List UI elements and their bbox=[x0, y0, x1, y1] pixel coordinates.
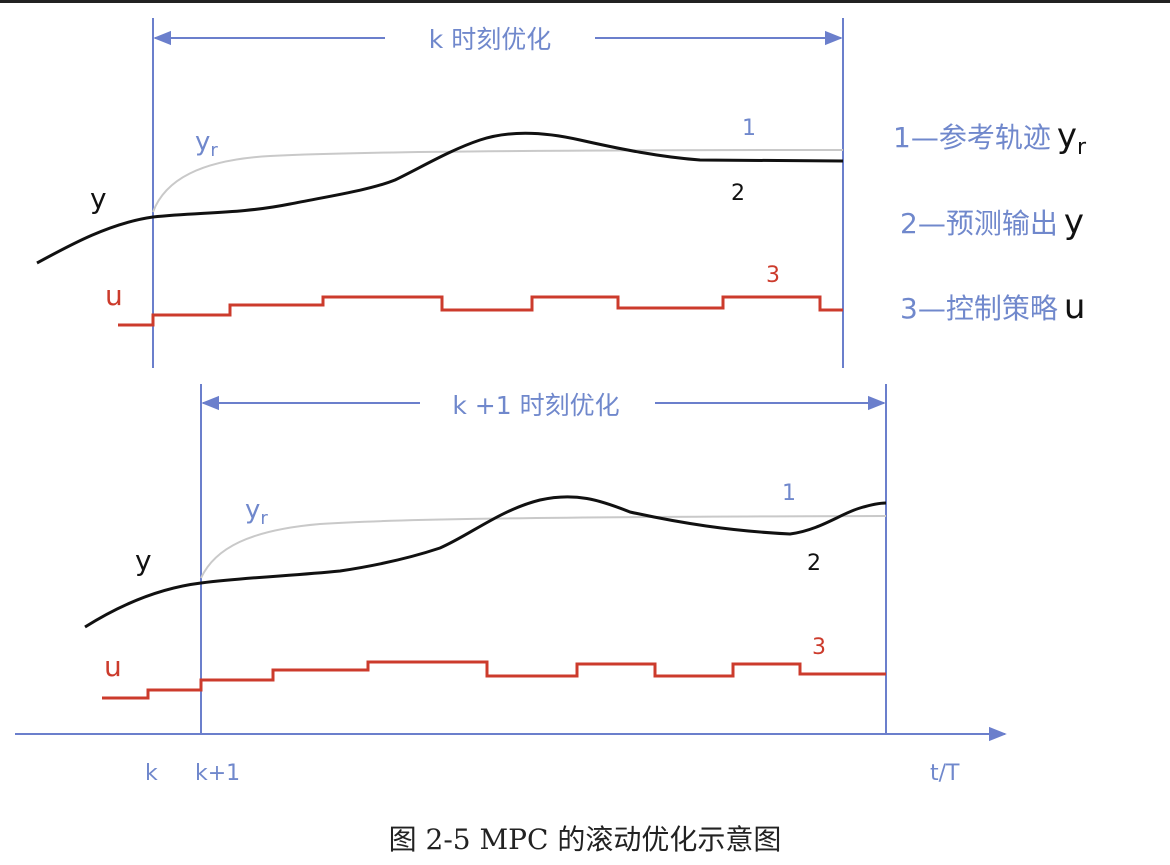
top-border bbox=[0, 0, 1170, 3]
legend-item-2: 2—预测输出 y bbox=[900, 202, 1084, 242]
bottom-y-label: y bbox=[135, 544, 152, 577]
top-horizon-label: k 时刻优化 bbox=[429, 25, 551, 54]
legend-item-3: 3—控制策略 u bbox=[900, 287, 1085, 327]
figure-caption: 图 2-5 MPC 的滚动优化示意图 bbox=[388, 823, 782, 856]
legend: 1—参考轨迹 yr 2—预测输出 y 3—控制策略 u bbox=[893, 116, 1087, 327]
time-axis: k k+1 t/T bbox=[15, 726, 1007, 786]
legend-item-1: 1—参考轨迹 yr bbox=[893, 116, 1087, 160]
axis-label-t-over-T: t/T bbox=[930, 761, 960, 786]
top-number-2: 2 bbox=[731, 181, 745, 206]
top-number-1: 1 bbox=[742, 116, 756, 141]
top-y-label: y bbox=[90, 182, 107, 215]
bottom-panel: k +1 时刻优化 yr y u 1 2 3 bbox=[84, 384, 887, 735]
tick-label-k-plus-1: k+1 bbox=[195, 761, 240, 786]
bottom-yr-label: yr bbox=[245, 495, 268, 529]
top-yr-label: yr bbox=[195, 127, 218, 161]
top-number-3: 3 bbox=[766, 263, 780, 288]
top-reference-trajectory bbox=[152, 149, 844, 213]
bottom-number-2: 2 bbox=[807, 551, 821, 576]
bottom-number-3: 3 bbox=[812, 635, 826, 660]
top-control-strategy bbox=[118, 295, 843, 327]
bottom-number-1: 1 bbox=[782, 481, 796, 506]
bottom-predicted-output bbox=[84, 495, 887, 629]
tick-label-k: k bbox=[145, 761, 158, 786]
bottom-reference-trajectory bbox=[200, 515, 887, 579]
top-u-label: u bbox=[105, 279, 123, 312]
bottom-control-strategy bbox=[102, 660, 886, 700]
bottom-u-label: u bbox=[104, 650, 122, 683]
top-panel: k 时刻优化 yr y u 1 2 3 bbox=[36, 18, 844, 368]
top-predicted-output bbox=[36, 131, 844, 265]
bottom-horizon-label: k +1 时刻优化 bbox=[452, 391, 619, 420]
